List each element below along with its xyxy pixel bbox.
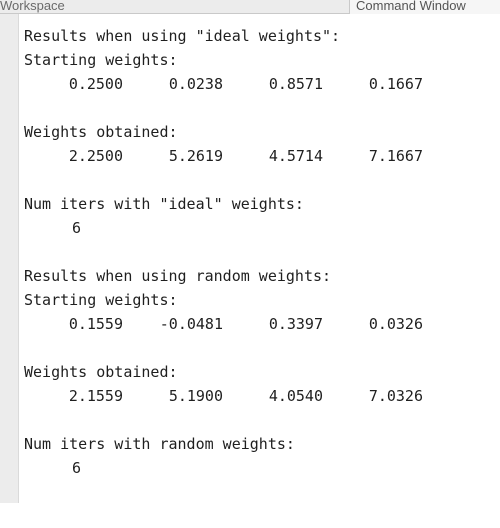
ideal-starting-weight-4: 0.1667 [368,75,423,93]
random-starting-weights-label: Starting weights: [24,291,178,309]
ideal-starting-weights-label: Starting weights: [24,51,178,69]
random-starting-weight-1: 0.1559 [68,315,123,333]
random-num-iters-value: 6 [72,459,82,477]
ideal-obtained-weight-3: 4.5714 [268,147,323,165]
ideal-starting-weights-row: 0.2500 0.0238 0.8571 0.1667 [24,72,494,96]
ideal-results-heading: Results when using "ideal weights": [24,27,341,45]
blank-line [24,408,494,432]
command-window-output[interactable]: Results when using "ideal weights": Star… [24,24,494,480]
ideal-starting-weight-2: 0.0238 [168,75,223,93]
blank-line [24,168,494,192]
random-obtained-weight-2: 5.1900 [168,387,223,405]
tab-command-window[interactable]: Command Window [349,0,500,14]
panel-tab-bar: Workspace Command Window [0,0,500,14]
ideal-weights-obtained-label: Weights obtained: [24,123,178,141]
random-starting-weights-row: 0.1559 -0.0481 0.3397 0.0326 [24,312,494,336]
ideal-num-iters-value: 6 [72,219,82,237]
random-weights-obtained-label: Weights obtained: [24,363,178,381]
random-obtained-weight-4: 7.0326 [368,387,423,405]
random-starting-weight-3: 0.3397 [268,315,323,333]
ideal-num-iters-label: Num iters with "ideal" weights: [24,195,304,213]
random-starting-weight-4: 0.0326 [368,315,423,333]
random-starting-weight-2: -0.0481 [159,315,223,333]
blank-line [24,240,494,264]
tab-workspace[interactable]: Workspace [0,0,65,13]
ideal-obtained-weight-4: 7.1667 [368,147,423,165]
random-weights-obtained-row: 2.1559 5.1900 4.0540 7.0326 [24,384,494,408]
ideal-obtained-weight-1: 2.2500 [68,147,123,165]
ideal-obtained-weight-2: 5.2619 [168,147,223,165]
random-obtained-weight-3: 4.0540 [268,387,323,405]
random-num-iters-label: Num iters with random weights: [24,435,295,453]
console-gutter [0,14,19,503]
ideal-starting-weight-3: 0.8571 [268,75,323,93]
random-num-iters-row: 6 [24,456,494,480]
blank-line [24,96,494,120]
random-results-heading: Results when using random weights: [24,267,332,285]
blank-line [24,336,494,360]
ideal-starting-weight-1: 0.2500 [68,75,123,93]
random-obtained-weight-1: 2.1559 [68,387,123,405]
ideal-weights-obtained-row: 2.2500 5.2619 4.5714 7.1667 [24,144,494,168]
ideal-num-iters-row: 6 [24,216,494,240]
